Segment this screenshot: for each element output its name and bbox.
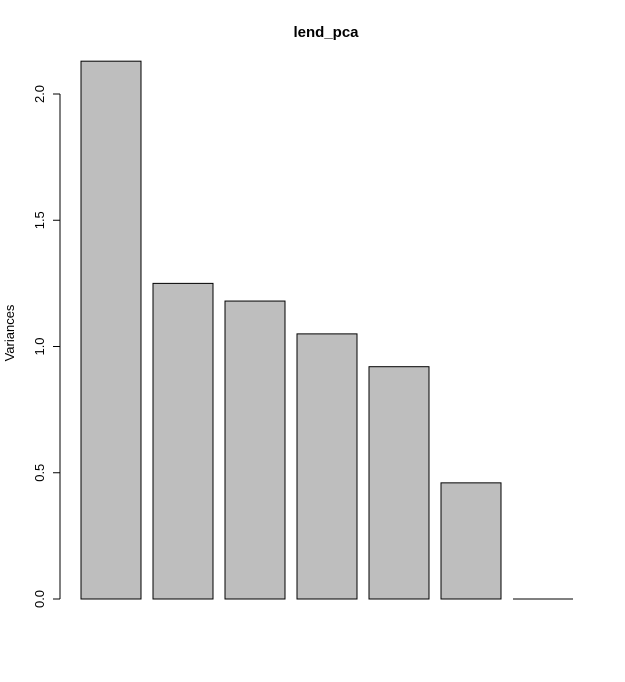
- y-tick-label: 1.5: [32, 211, 47, 229]
- y-tick-label: 1.0: [32, 337, 47, 355]
- y-tick-label: 0.0: [32, 590, 47, 608]
- chart-title: lend_pca: [293, 24, 359, 41]
- bar: [224, 300, 286, 600]
- bar: [80, 60, 142, 600]
- bars-group: [80, 60, 573, 600]
- bar: [440, 482, 502, 600]
- y-axis: 0.0 0.5 1.0 1.5 2.0: [32, 85, 61, 608]
- bar: [368, 366, 430, 600]
- y-tick-label: 2.0: [32, 85, 47, 103]
- bar: [296, 333, 358, 600]
- y-tick-label: 0.5: [32, 464, 47, 482]
- y-axis-label: Variances: [2, 304, 17, 361]
- bar: [152, 282, 214, 600]
